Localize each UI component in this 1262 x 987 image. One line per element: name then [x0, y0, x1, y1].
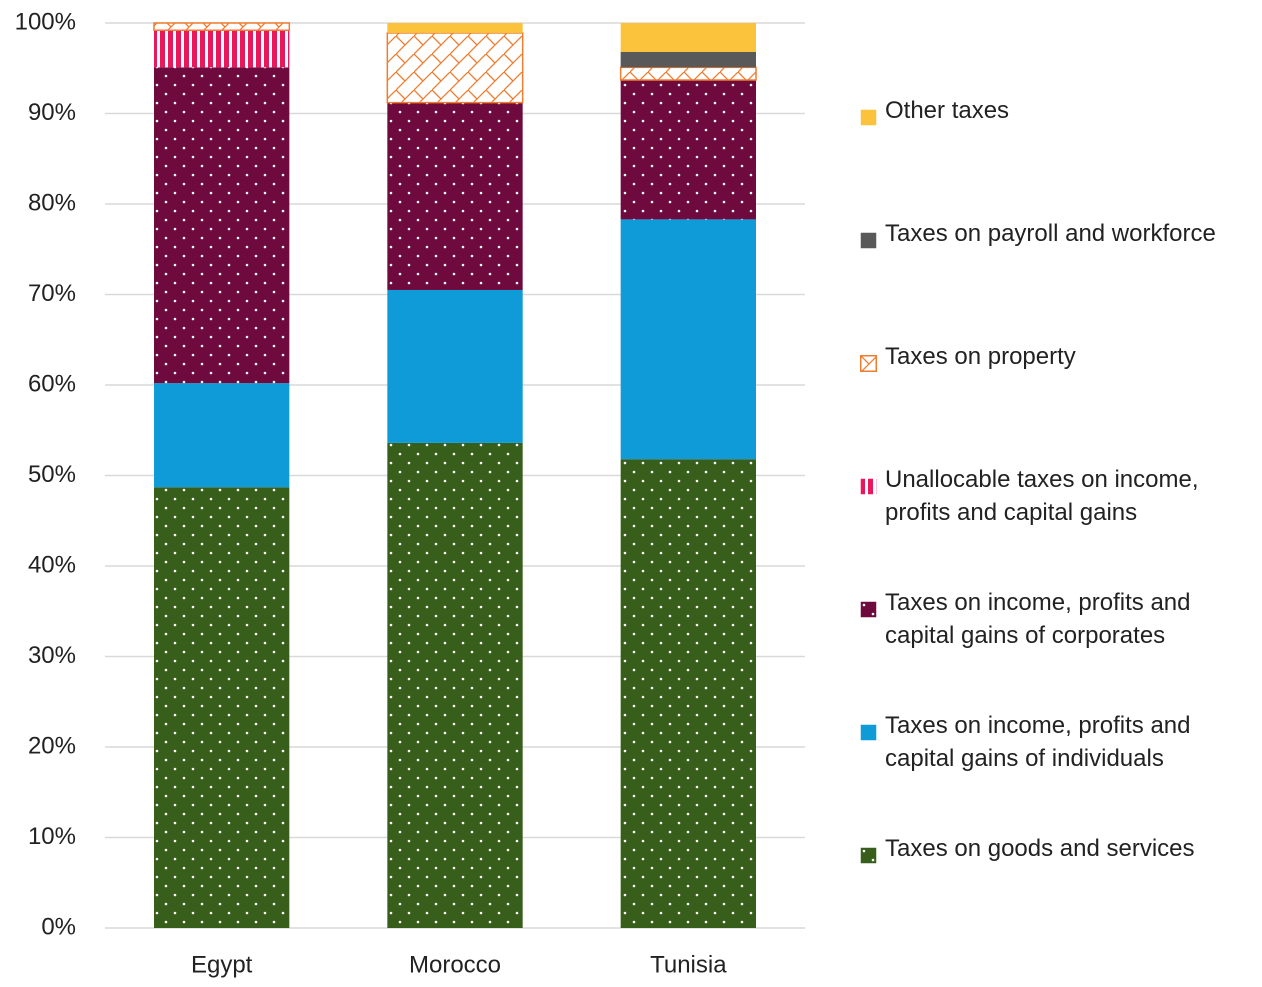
legend-swatch [860, 471, 877, 495]
bar-segment [620, 80, 756, 220]
x-tick-label: Tunisia [650, 951, 727, 978]
y-tick-label: 90% [28, 99, 76, 126]
y-tick-label: 40% [28, 551, 76, 578]
bar-segment [620, 23, 756, 52]
bar-segment [387, 102, 523, 290]
y-tick-label: 20% [28, 732, 76, 759]
bar-segment [387, 442, 523, 928]
legend-entry: Taxes on income, profits and capital gai… [860, 709, 1240, 775]
bar-segment [620, 219, 756, 460]
y-tick-label: 60% [28, 370, 76, 397]
legend-entry: Taxes on property [860, 340, 1240, 373]
legend-label: Taxes on goods and services [885, 835, 1195, 862]
bar-segment [620, 51, 756, 68]
legend-label: Taxes on income, profits and capital gai… [885, 712, 1191, 772]
legend-swatch [860, 594, 877, 618]
legend-entry: Unallocable taxes on income, profits and… [860, 463, 1240, 529]
bar-segment [386, 32, 524, 104]
legend-swatch [860, 225, 877, 249]
y-tick-label: 80% [28, 189, 76, 216]
legend-label: Other taxes [885, 97, 1010, 124]
y-tick-label: 0% [41, 913, 76, 940]
bar-segment [154, 30, 290, 68]
legend-entry: Taxes on income, profits and capital gai… [860, 586, 1240, 652]
legend-swatch [860, 840, 877, 864]
bar-segment [154, 67, 290, 384]
bar-segment [154, 487, 290, 928]
y-tick-label: 100% [15, 8, 76, 35]
legend-entry: Taxes on payroll and workforce [860, 217, 1240, 250]
y-tick-label: 70% [28, 280, 76, 307]
legend-swatch [860, 717, 877, 741]
bar-segment [619, 66, 757, 81]
legend-label: Taxes on income, profits and capital gai… [885, 589, 1191, 649]
bar-segment [154, 383, 290, 488]
y-tick-label: 30% [28, 642, 76, 669]
x-tick-label: Morocco [409, 951, 501, 978]
legend-entry: Other taxes [860, 94, 1240, 127]
bar-segment [387, 289, 523, 443]
legend-swatch [860, 348, 877, 372]
legend-swatch [860, 102, 877, 126]
y-tick-label: 10% [28, 823, 76, 850]
x-tick-label: Egypt [191, 951, 253, 978]
bar-segment [153, 22, 291, 31]
legend-label: Taxes on payroll and workforce [885, 220, 1216, 247]
bar-segment [620, 459, 756, 928]
legend-label: Unallocable taxes on income, profits and… [885, 466, 1199, 526]
bar-segment [387, 23, 523, 33]
legend-entry: Taxes on goods and services [860, 832, 1240, 865]
y-tick-label: 50% [28, 461, 76, 488]
legend-label: Taxes on property [885, 343, 1076, 370]
